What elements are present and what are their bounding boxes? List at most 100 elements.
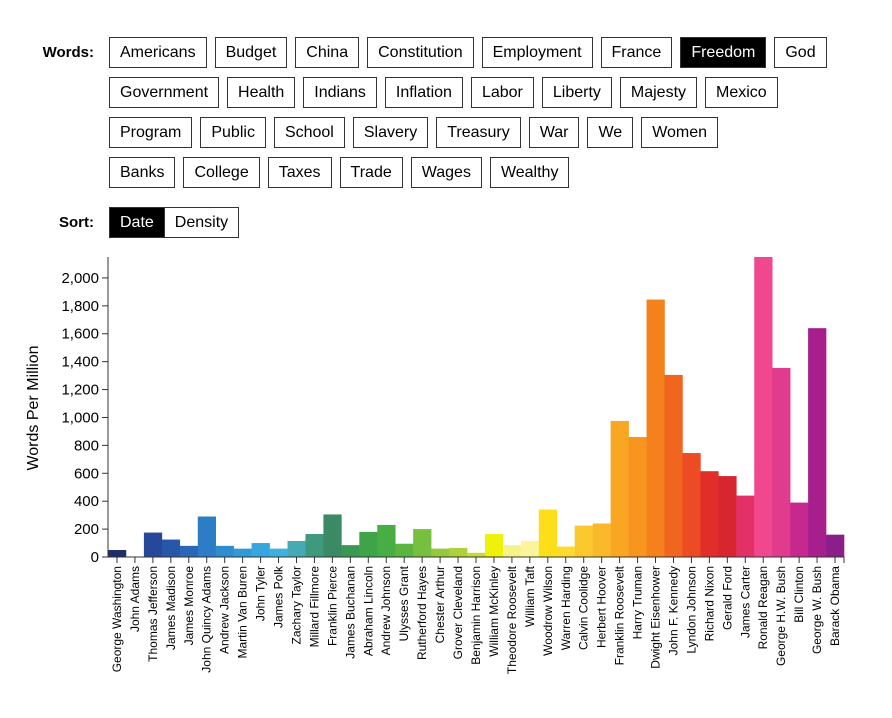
x-tick-label: Bill Clinton [792,566,806,623]
sort-toggle: Date Density [109,207,240,238]
word-button-constitution[interactable]: Constitution [367,37,474,68]
y-tick-label: 400 [74,493,99,510]
word-button-women[interactable]: Women [641,117,719,148]
x-tick-label: William Taft [523,565,537,627]
bar [467,552,486,557]
sort-button-date[interactable]: Date [109,207,165,238]
word-button-treasury[interactable]: Treasury [436,117,521,148]
x-tick-label: Herbert Hoover [595,566,609,648]
bar [556,546,576,557]
bar [538,509,558,557]
word-button-wealthy[interactable]: Wealthy [489,157,570,188]
x-tick-label: Grover Cleveland [451,566,465,659]
sort-button-density[interactable]: Density [164,207,240,238]
word-button-liberty[interactable]: Liberty [541,77,612,108]
x-tick-label: Andrew Jackson [218,566,232,654]
bar [449,547,468,557]
word-button-majesty[interactable]: Majesty [619,77,698,108]
bar [790,502,809,557]
bar [359,531,378,557]
x-tick-label: Abraham Lincoln [361,566,375,656]
bar [610,420,629,557]
x-tick-label: Richard Nixon [702,566,716,641]
word-button-americans[interactable]: Americans [109,37,207,68]
x-tick-label: James Monroe [182,566,196,646]
y-tick-label: 1,200 [61,382,99,399]
word-button-inflation[interactable]: Inflation [384,77,463,108]
word-row: Americans Budget China Constitution Employme… [109,37,827,68]
bar [754,257,773,557]
word-button-mexico[interactable]: Mexico [705,77,778,108]
bar [161,539,181,557]
x-tick-label: Ronald Reagan [756,566,770,649]
x-tick-label: Dwight Eisenhower [649,566,663,669]
word-button-banks[interactable]: Banks [109,157,176,188]
y-tick-label: 600 [74,465,99,482]
x-tick-label: Woodrow Wilson [541,566,555,656]
bar [736,495,755,557]
bar [700,471,719,557]
bar [215,545,234,557]
bar [287,540,306,557]
word-button-we[interactable]: We [587,117,634,148]
bar [179,545,199,557]
bar [484,533,504,557]
sort-label: Sort: [59,214,94,231]
word-button-france[interactable]: France [600,37,673,68]
bar [305,533,324,557]
x-tick-label: Zachary Taylor [289,566,303,644]
word-button-college[interactable]: College [183,157,260,188]
x-tick-label: William McKinley [487,566,501,657]
x-tick-label: Franklin Pierce [325,566,339,646]
bar [574,525,593,557]
bar [592,523,611,557]
x-tick-label: John Tyler [254,566,268,621]
bar [251,543,270,557]
word-button-wages[interactable]: Wages [410,157,482,188]
bar [413,529,432,557]
x-tick-label: Harry Truman [631,566,645,639]
word-row: Program Public School Slavery Treasury War We W… [109,117,719,148]
x-tick-label: James Madison [164,566,178,650]
bar [808,328,827,557]
word-button-school[interactable]: School [273,117,345,148]
word-button-program[interactable]: Program [109,117,193,148]
x-tick-label: John Adams [128,566,142,632]
word-button-taxes[interactable]: Taxes [267,157,332,188]
word-button-health[interactable]: Health [227,77,296,108]
bar [323,514,342,557]
bar [646,299,665,557]
x-tick-label: Rutherford Hayes [415,566,429,660]
x-tick-label: Andrew Johnson [379,566,393,655]
word-button-god[interactable]: God [774,37,827,68]
x-tick-label: George H.W. Bush [774,566,788,666]
bar [233,548,252,557]
y-tick-label: 1,600 [61,326,99,343]
word-button-slavery[interactable]: Slavery [352,117,429,148]
bar [628,437,647,557]
x-tick-label: John Quincy Adams [200,566,214,673]
x-tick-label: James Carter [738,566,752,638]
y-tick-label: 800 [74,437,99,454]
x-tick-label: Benjamin Harrison [469,566,483,665]
bar [197,516,217,557]
word-button-war[interactable]: War [528,117,580,148]
word-button-employment[interactable]: Employment [481,37,593,68]
x-tick-label: Calvin Coolidge [577,566,591,650]
word-button-government[interactable]: Government [109,77,220,108]
word-button-trade[interactable]: Trade [339,157,403,188]
y-tick-label: 200 [74,521,99,538]
word-button-freedom[interactable]: Freedom [680,37,767,68]
word-button-public[interactable]: Public [200,117,266,148]
x-tick-label: Thomas Jefferson [146,566,160,662]
bar [772,367,791,557]
bar [718,476,737,557]
word-button-china[interactable]: China [295,37,360,68]
word-button-labor[interactable]: Labor [470,77,534,108]
bar [826,534,845,557]
y-tick-label: 0 [91,549,99,566]
bar [682,453,701,557]
word-button-budget[interactable]: Budget [214,37,288,68]
word-button-indians[interactable]: Indians [303,77,377,108]
